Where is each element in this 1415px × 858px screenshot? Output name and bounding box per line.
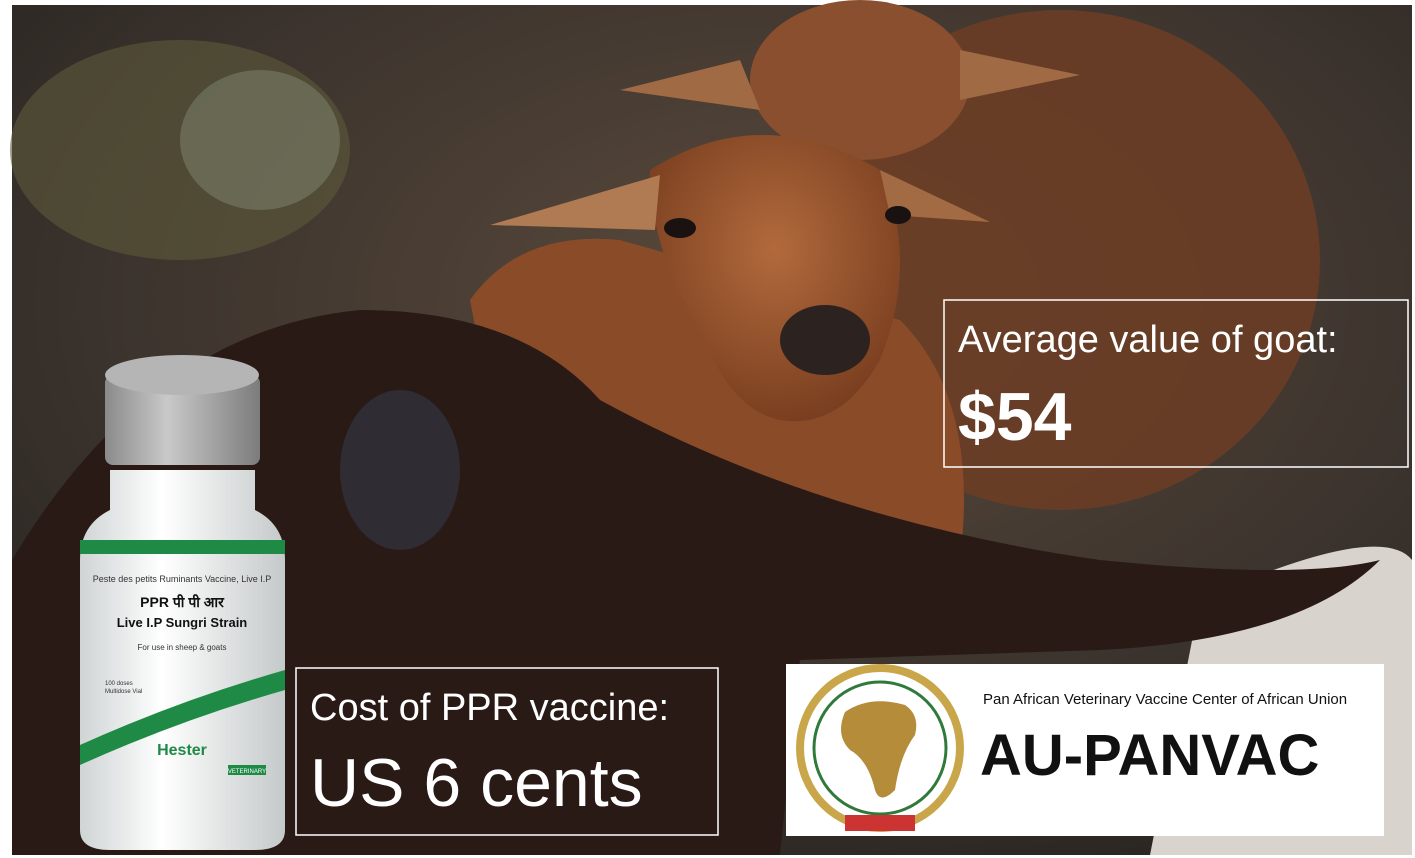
vial-cap — [105, 375, 260, 465]
vial-text: Live I.P Sungri Strain — [117, 615, 248, 630]
callout-label: Average value of goat: — [958, 319, 1338, 361]
logo-base — [845, 815, 915, 831]
callout-label: Cost of PPR vaccine: — [310, 687, 669, 729]
vaccine-vial: Peste des petits Ruminants Vaccine, Live… — [80, 355, 285, 850]
vial-tag-bg — [228, 765, 266, 775]
goat-eye — [885, 206, 911, 224]
vial-text: For use in sheep & goats — [138, 643, 227, 652]
goat-eye — [664, 218, 696, 238]
blur-shape — [340, 390, 460, 550]
logo-subtitle: Pan African Veterinary Vaccine Center of… — [983, 691, 1347, 708]
vial-text: PPR पी पी आर — [140, 594, 225, 610]
goat-back-head — [750, 0, 970, 160]
goat-ear — [960, 50, 1080, 100]
goat-nose — [780, 305, 870, 375]
vial-text: 100 doses — [105, 681, 133, 687]
label-swoosh — [80, 670, 285, 765]
callout-value: $54 — [958, 379, 1072, 455]
blur-shape — [180, 70, 340, 210]
vial-brand: Hester — [157, 742, 207, 759]
callout-box — [295, 667, 719, 836]
callout-value: US 6 cents — [310, 745, 643, 821]
logo-name: AU-PANVAC — [980, 723, 1319, 788]
goat-ear — [490, 175, 660, 230]
vial-text: Peste des petits Ruminants Vaccine, Live… — [93, 574, 271, 584]
vial-text: Multidose Vial — [105, 689, 142, 695]
vial-glass — [80, 470, 285, 850]
label-stripe — [80, 540, 285, 554]
vial-tag: VETERINARY — [228, 769, 266, 775]
au-panvac-logo: Pan African Veterinary Vaccine Center of… — [786, 664, 1384, 836]
goat-ear — [620, 60, 760, 110]
africa-shape — [841, 701, 917, 798]
vial-cap-top — [105, 355, 259, 395]
callout-box — [943, 299, 1409, 468]
